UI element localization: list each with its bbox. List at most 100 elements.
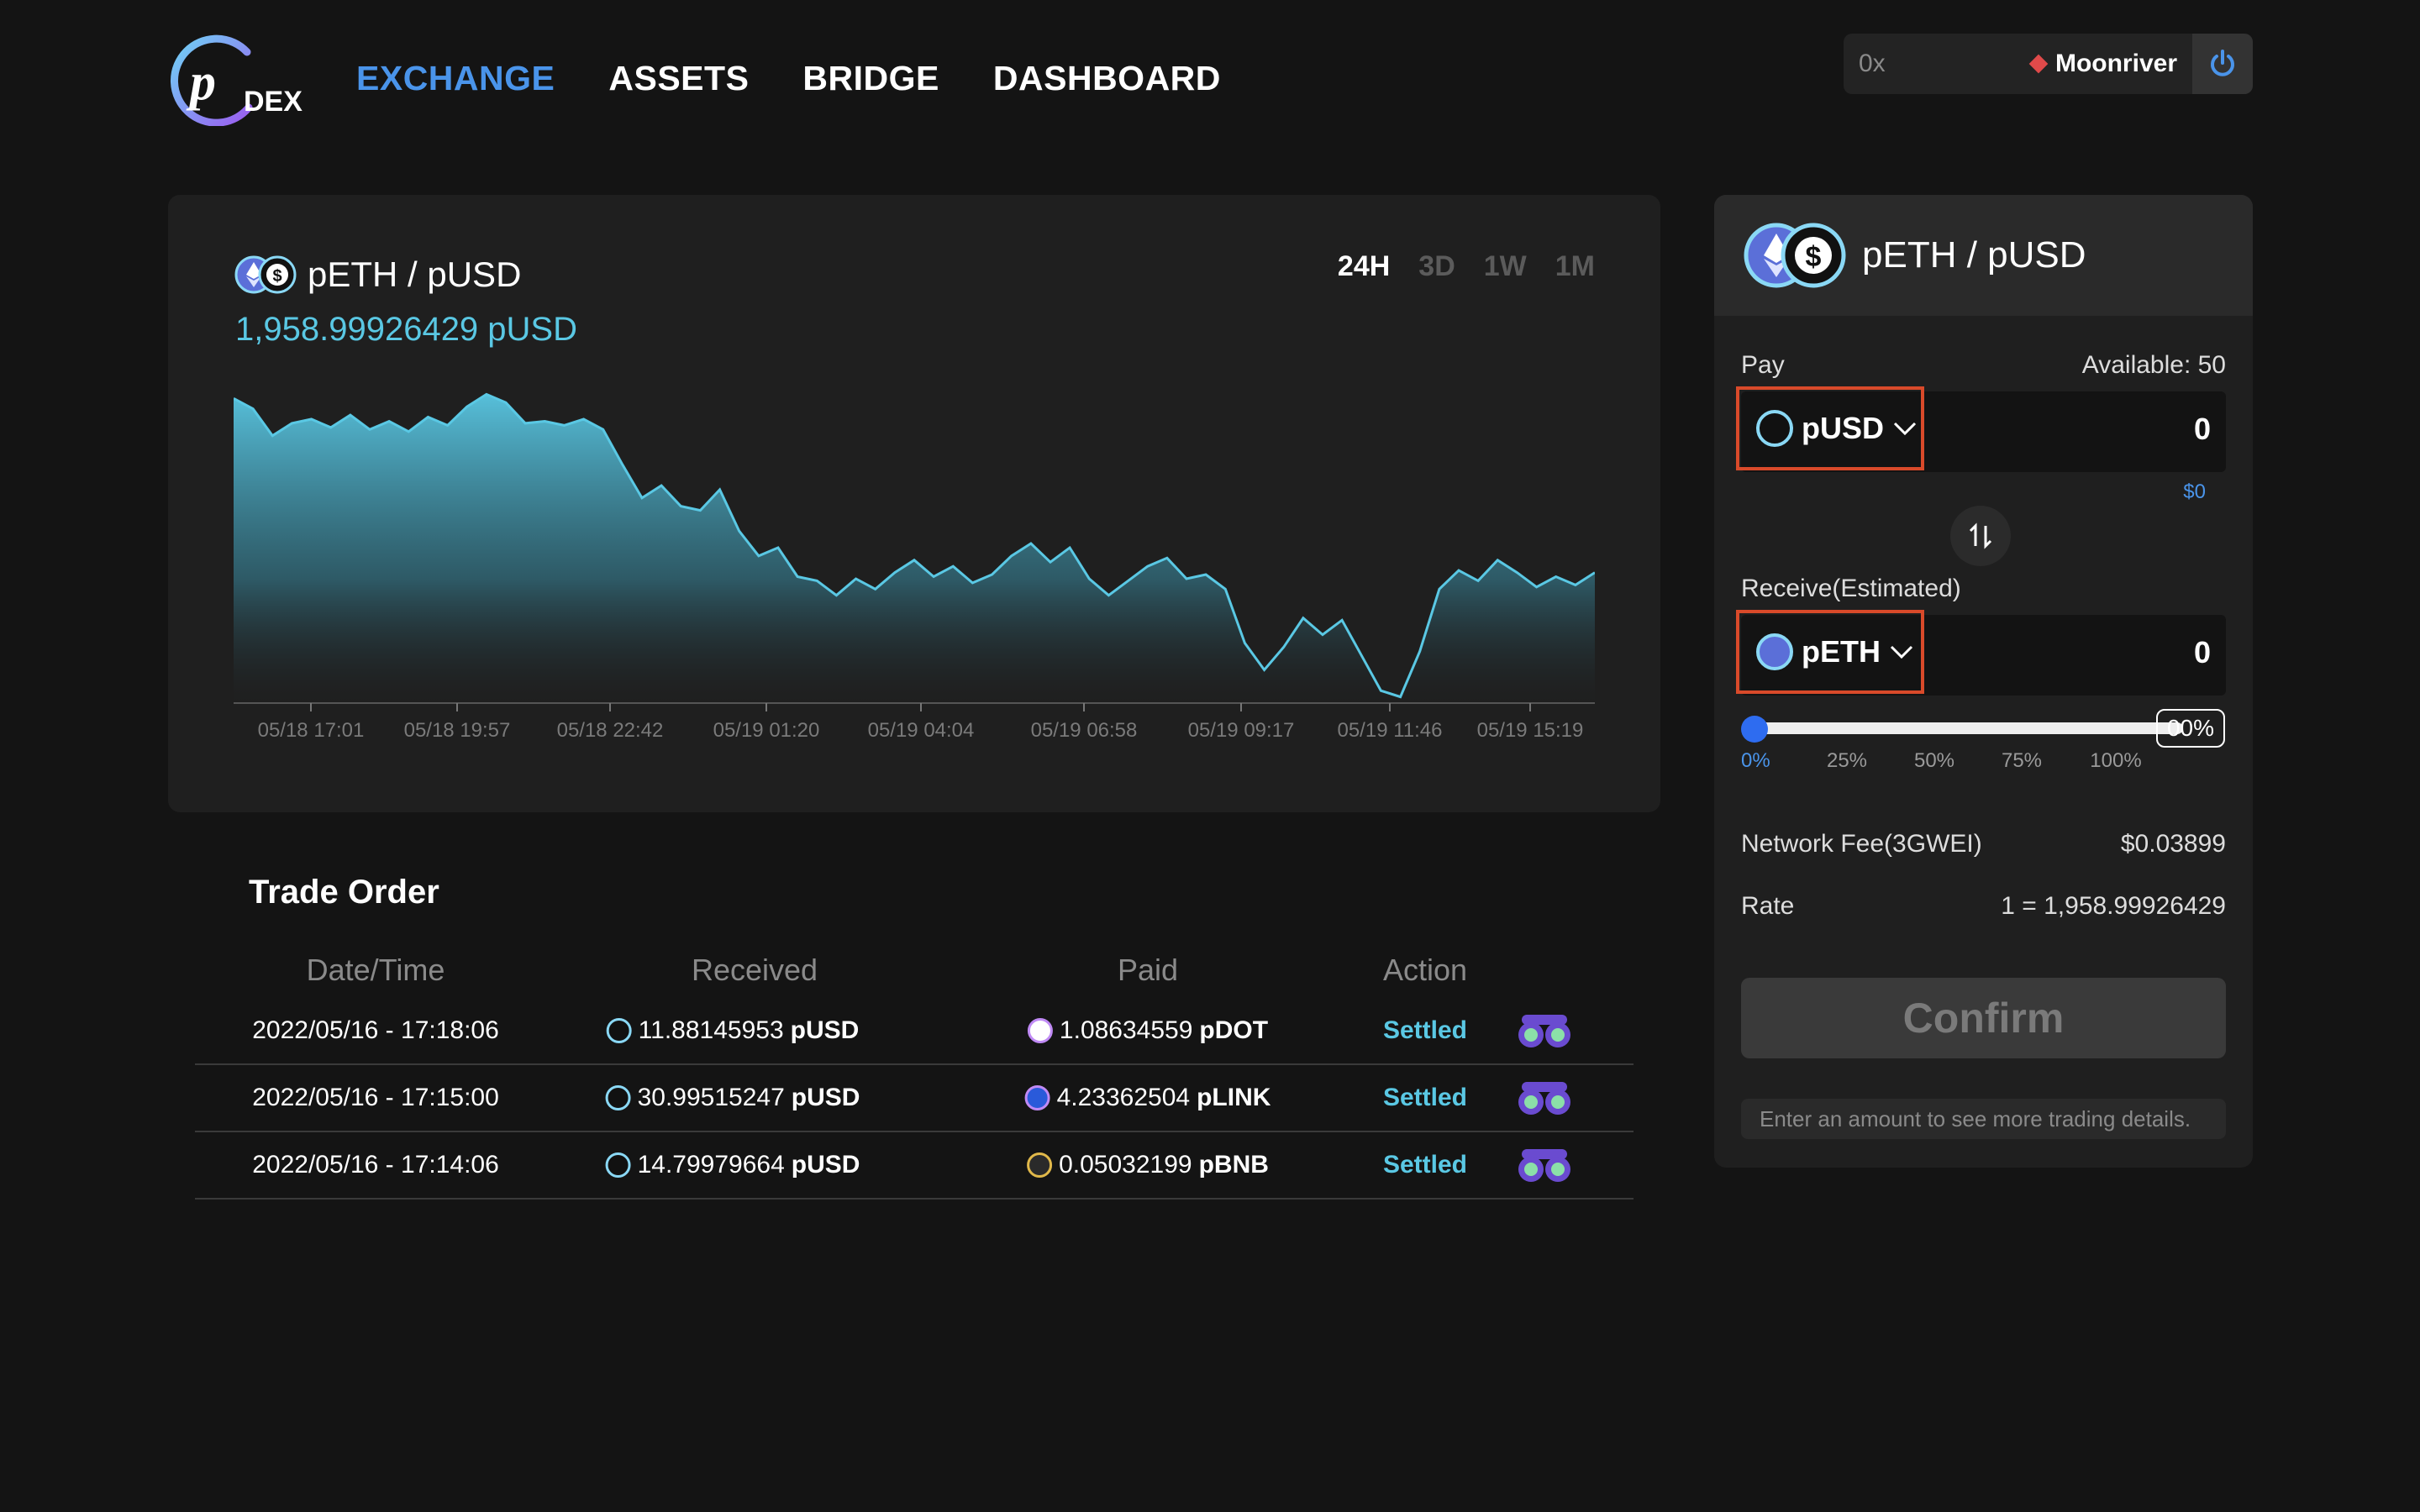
network-diamond-icon xyxy=(2028,54,2049,74)
network-name: Moonriver xyxy=(2054,50,2177,77)
col-received: Received xyxy=(691,953,818,987)
price-chart-card: $ pETH / pUSD 1,958.99926429 pUSD 24H 3D… xyxy=(168,195,1660,812)
wallet-widget[interactable]: 0x Moonriver xyxy=(1844,34,2253,94)
settled-link[interactable]: Settled xyxy=(1382,1016,1468,1044)
trade-hint: Enter an amount to see more trading deta… xyxy=(1741,1099,2226,1139)
receive-amount-input[interactable] xyxy=(1959,635,2211,670)
row-paid: 1.08634559 pDOT xyxy=(1027,1016,1269,1045)
slider-mark-75[interactable]: 75% xyxy=(2001,749,2043,772)
chart-pair-title: pETH / pUSD xyxy=(308,255,522,294)
receive-input-row: pETH xyxy=(1736,610,2226,696)
row-received: 11.88145953 pUSD xyxy=(606,1016,859,1045)
pusd-icon xyxy=(1756,410,1793,447)
available-balance: Available: 50 xyxy=(2081,351,2226,379)
binoculars-icon[interactable] xyxy=(1517,1079,1572,1117)
slider-mark-0[interactable]: 0% xyxy=(1741,749,1770,772)
svg-text:$: $ xyxy=(272,267,281,286)
svg-text:p: p xyxy=(186,54,216,111)
table-header: Date/Time Received Paid Action xyxy=(195,944,1634,998)
network-fee-value: $0.03899 xyxy=(2120,830,2226,858)
x-tick-label: 05/19 04:04 xyxy=(868,719,975,742)
rate-row: Rate 1 = 1,958.99926429 xyxy=(1741,892,2226,921)
slider-percent-value: 00% xyxy=(2156,709,2225,748)
slider-mark-100[interactable]: 100% xyxy=(2090,749,2142,772)
table-row: 2022/05/16 - 17:14:06 14.79979664 pUSD 0… xyxy=(195,1132,1634,1200)
network-fee-label: Network Fee(3GWEI) xyxy=(1741,830,1982,858)
paid-amount: 0.05032199 xyxy=(1059,1151,1192,1179)
table-row: 2022/05/16 - 17:15:00 30.99515247 pUSD 4… xyxy=(195,1065,1634,1132)
network-fee-row: Network Fee(3GWEI) $0.03899 xyxy=(1741,830,2226,858)
chevron-down-icon xyxy=(1893,422,1917,436)
row-paid: 0.05032199 pBNB xyxy=(1027,1151,1269,1179)
price-line xyxy=(234,392,1595,699)
pusd-icon xyxy=(605,1085,631,1110)
wallet-address[interactable]: 0x xyxy=(1859,50,1886,77)
range-tab-3d[interactable]: 3D xyxy=(1418,250,1455,282)
pbnb-icon xyxy=(1027,1152,1053,1178)
slider-mark-50[interactable]: 50% xyxy=(1913,749,1955,772)
power-button[interactable] xyxy=(2192,34,2253,94)
pay-input-row: pUSD xyxy=(1736,386,2226,472)
pusd-icon xyxy=(606,1018,632,1043)
amount-slider-handle[interactable] xyxy=(1741,716,1768,743)
col-paid: Paid xyxy=(1117,953,1179,987)
table-row: 2022/05/16 - 17:18:06 11.88145953 pUSD 1… xyxy=(195,998,1634,1065)
swap-panel: $ pETH / pUSD Pay Available: 50 pUSD $0 … xyxy=(1714,195,2253,1168)
range-tab-1w[interactable]: 1W xyxy=(1483,250,1527,282)
paid-token: pDOT xyxy=(1199,1016,1269,1044)
range-tab-24h[interactable]: 24H xyxy=(1337,250,1391,282)
pay-amount-input[interactable] xyxy=(1959,412,2211,447)
nav-dashboard[interactable]: DASHBOARD xyxy=(992,59,1221,97)
chart-pair-header: $ pETH / pUSD xyxy=(234,254,521,296)
main-nav: EXCHANGE ASSETS BRIDGE DASHBOARD xyxy=(356,59,1221,98)
x-tick-label: 05/18 19:57 xyxy=(404,719,511,742)
x-tick-label: 05/19 09:17 xyxy=(1188,719,1295,742)
nav-assets[interactable]: ASSETS xyxy=(608,59,750,97)
slider-mark-25[interactable]: 25% xyxy=(1826,749,1868,772)
paid-amount: 4.23362504 xyxy=(1056,1084,1191,1111)
row-datetime: 2022/05/16 - 17:14:06 xyxy=(252,1151,499,1179)
x-tick-label: 05/19 01:20 xyxy=(713,719,820,742)
chevron-down-icon xyxy=(1890,645,1913,659)
nav-bridge[interactable]: BRIDGE xyxy=(802,59,939,97)
x-tick-label: 05/18 17:01 xyxy=(258,719,365,742)
pay-usd-value: $0 xyxy=(2183,480,2206,503)
settled-link[interactable]: Settled xyxy=(1382,1151,1468,1179)
binoculars-icon[interactable] xyxy=(1517,1011,1572,1050)
paid-amount: 1.08634559 xyxy=(1059,1016,1193,1044)
power-icon xyxy=(2211,50,2234,76)
settled-link[interactable]: Settled xyxy=(1382,1084,1468,1111)
rate-label: Rate xyxy=(1741,892,1795,920)
confirm-button[interactable]: Confirm xyxy=(1741,978,2226,1058)
swap-header: $ pETH / pUSD xyxy=(1714,195,2253,316)
peth-icon xyxy=(1756,633,1793,670)
received-amount: 30.99515247 xyxy=(637,1084,785,1111)
swap-arrows-icon xyxy=(1969,522,1992,549)
received-token: pUSD xyxy=(791,1151,860,1179)
swap-pair-title: pETH / pUSD xyxy=(1862,234,2086,276)
pay-label: Pay xyxy=(1741,351,1785,379)
pdot-icon xyxy=(1027,1018,1053,1043)
price-area-fill xyxy=(234,394,1595,703)
swap-direction-button[interactable] xyxy=(1950,506,2011,566)
row-received: 30.99515247 pUSD xyxy=(605,1084,860,1112)
slider-marks: 0% 25% 50% 75% 100% xyxy=(1741,749,2144,783)
trade-order-table: Date/Time Received Paid Action 2022/05/1… xyxy=(195,944,1634,1200)
network-selector[interactable]: Moonriver xyxy=(2028,50,2192,78)
receive-token-name: pETH xyxy=(1802,634,1881,669)
x-tick-label: 05/19 06:58 xyxy=(1031,719,1138,742)
row-received: 14.79979664 pUSD xyxy=(605,1151,860,1179)
row-datetime: 2022/05/16 - 17:18:06 xyxy=(252,1016,499,1044)
amount-slider-track[interactable] xyxy=(1754,722,2183,734)
row-datetime: 2022/05/16 - 17:15:00 xyxy=(252,1084,499,1111)
range-tab-1m[interactable]: 1M xyxy=(1555,250,1595,282)
received-amount: 11.88145953 xyxy=(638,1016,784,1044)
svg-text:$: $ xyxy=(1806,241,1822,273)
receive-token-select[interactable]: pETH xyxy=(1736,610,1924,694)
binoculars-icon[interactable] xyxy=(1517,1146,1572,1184)
pay-token-select[interactable]: pUSD xyxy=(1736,386,1924,470)
peth-pusd-pair-icon: $ xyxy=(1744,223,1846,288)
dex-logo[interactable]: p DEX xyxy=(166,34,305,127)
receive-label: Receive(Estimated) xyxy=(1741,575,1961,602)
nav-exchange[interactable]: EXCHANGE xyxy=(356,59,555,97)
